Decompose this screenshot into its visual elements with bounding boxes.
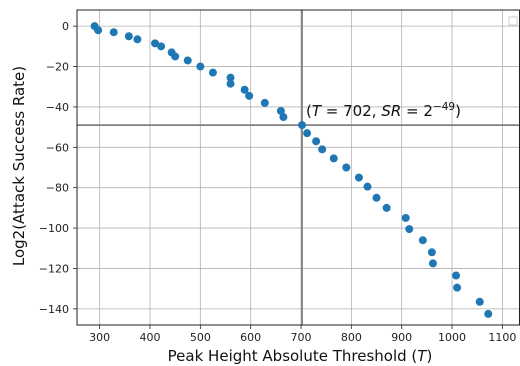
y-tick-label: −20 <box>46 61 69 74</box>
data-point <box>94 26 103 35</box>
data-point <box>342 163 351 172</box>
x-tick-label: 400 <box>139 331 160 344</box>
y-tick-label: −60 <box>46 141 69 154</box>
data-point <box>405 225 414 234</box>
data-point <box>363 182 372 191</box>
data-point <box>475 297 484 306</box>
y-tick-label: −80 <box>46 182 69 195</box>
data-point <box>279 113 288 122</box>
data-point <box>382 203 391 212</box>
data-point <box>240 85 249 94</box>
x-tick-label: 900 <box>391 331 412 344</box>
annotation-label: (T = 702, SR = 2−49) <box>306 101 461 120</box>
tick-labels: 300 400 500 600 700 800 900 1000 1100 0 −20 −40 −60 −… <box>39 20 517 344</box>
data-point <box>196 62 205 71</box>
data-point <box>124 32 133 41</box>
data-point <box>151 39 160 48</box>
data-point <box>354 173 363 182</box>
data-point <box>226 73 235 82</box>
x-tick-label: 800 <box>341 331 362 344</box>
data-point <box>226 79 235 88</box>
x-tick-label: 300 <box>89 331 110 344</box>
y-tick-label: −120 <box>39 262 69 275</box>
x-axis-title: Peak Height Absolute Threshold (T) <box>168 347 433 365</box>
data-point <box>260 98 269 107</box>
x-tick-label: 1000 <box>438 331 466 344</box>
y-axis-title: Log2(Attack Success Rate) <box>10 66 28 266</box>
data-point <box>427 248 436 257</box>
data-point <box>372 193 381 202</box>
x-tick-label: 700 <box>291 331 312 344</box>
data-point <box>303 129 312 138</box>
data-point <box>329 154 338 163</box>
data-point <box>208 68 217 77</box>
data-point <box>453 283 462 292</box>
y-tick-label: −40 <box>46 101 69 114</box>
data-point <box>276 106 285 115</box>
x-tick-label: 600 <box>240 331 261 344</box>
y-tick-label: −140 <box>39 303 69 316</box>
y-tick-label: 0 <box>62 20 69 33</box>
data-point <box>484 309 493 318</box>
grid-layer <box>77 10 520 325</box>
data-points <box>90 22 493 318</box>
data-point <box>312 137 321 146</box>
data-point <box>298 121 307 130</box>
data-point <box>452 271 461 280</box>
data-point <box>401 213 410 222</box>
legend-box <box>508 16 518 26</box>
data-point <box>157 42 166 51</box>
data-point <box>245 91 254 100</box>
y-tick-label: −100 <box>39 222 69 235</box>
data-point <box>418 236 427 245</box>
data-point <box>428 259 437 268</box>
data-point <box>109 28 118 37</box>
data-point <box>183 56 192 65</box>
x-tick-label: 1100 <box>488 331 516 344</box>
data-point <box>171 52 180 61</box>
x-tick-label: 500 <box>190 331 211 344</box>
data-point <box>318 145 327 154</box>
data-point <box>133 35 142 44</box>
